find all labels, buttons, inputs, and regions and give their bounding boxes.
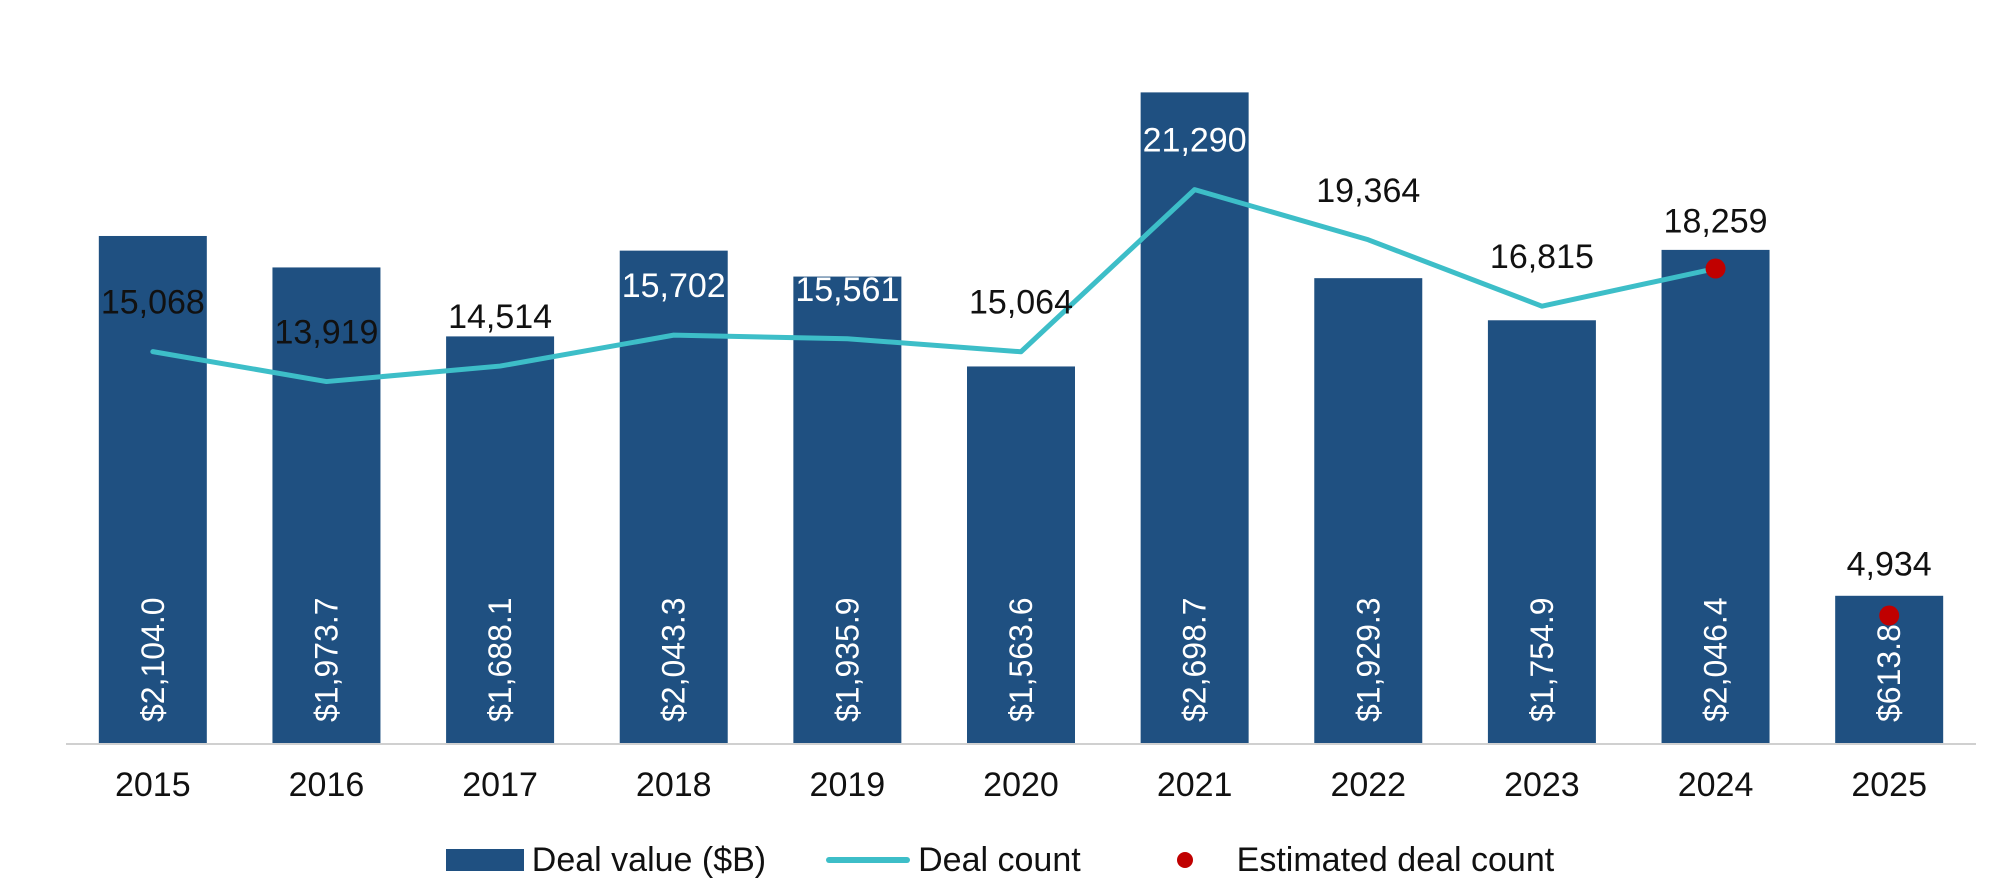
bar-value-label-2021: $2,698.7 [1177,597,1213,722]
bar-2016 [272,267,381,744]
x-tick-label-2016: 2016 [289,766,365,804]
x-tick-label-2017: 2017 [462,766,538,804]
count-label-2021: 21,290 [1143,122,1247,160]
bar-2015 [98,235,207,745]
count-label-2015: 15,068 [101,284,205,322]
bar-2024 [1661,249,1770,744]
count-label-2017: 14,514 [448,298,552,336]
bar-2020 [967,366,1075,744]
estimated-dot-2025 [1879,605,1900,626]
labels-group: $2,104.0 2015 $1,973.7 2016 $1,688.1 2017 $2,0… [101,122,1932,804]
bar-value-label-2020: $1,563.6 [1003,597,1039,722]
x-tick-label-2025: 2025 [1851,766,1927,804]
count-label-2023: 16,815 [1490,238,1594,276]
bar-value-label-2019: $1,935.9 [829,597,865,722]
bar-value-label-2015: $2,104.0 [135,597,171,722]
bar-value-label-2018: $2,043.3 [656,597,692,722]
deal-count-line [150,187,1719,385]
x-tick-label-2020: 2020 [983,766,1059,804]
legend-label-deal-count: Deal count [918,840,1081,879]
bar-2019 [793,276,902,744]
bar-2023 [1487,320,1596,744]
bar-value-label-2024: $2,046.4 [1698,597,1734,722]
estimated-dots-group [1705,258,1900,626]
x-tick-label-2022: 2022 [1330,766,1406,804]
legend-label-deal-value: Deal value ($B) [531,840,767,879]
bar-value-label-2016: $1,973.7 [308,597,344,722]
bar-value-label-2022: $1,929.3 [1350,597,1386,722]
count-label-2019: 15,561 [795,271,899,309]
bars-group [98,92,1944,745]
x-tick-label-2018: 2018 [636,766,712,804]
legend-label-estimated-deal-count: Estimated deal count [1236,840,1555,879]
count-label-2022: 19,364 [1316,172,1420,210]
legend-line-swatch-icon [826,857,911,863]
x-tick-label-2024: 2024 [1678,766,1754,804]
legend: Deal value ($B) Deal count Estimated dea… [0,838,2000,882]
legend-item-estimated-deal-count: Estimated deal count [1141,840,1555,880]
count-label-2025: 4,934 [1847,546,1932,584]
bar-2022 [1314,278,1423,744]
x-tick-label-2015: 2015 [115,766,191,804]
estimated-dot-2024 [1705,258,1726,279]
count-label-2016: 13,919 [274,314,378,352]
x-tick-label-2019: 2019 [810,766,886,804]
count-label-2018: 15,702 [622,267,726,305]
legend-item-deal-count: Deal count [826,841,1081,880]
count-label-2020: 15,064 [969,284,1073,322]
legend-item-deal-value: Deal value ($B) [445,840,767,880]
bar-value-label-2023: $1,754.9 [1524,597,1560,722]
deal-count-line-group [150,187,1719,385]
count-label-2024: 18,259 [1664,203,1768,241]
legend-bar-swatch-icon [445,849,524,871]
legend-dot-swatch-icon [1176,852,1193,868]
x-tick-label-2021: 2021 [1157,766,1233,804]
bar-value-label-2025: $613.8 [1871,624,1907,722]
x-tick-label-2023: 2023 [1504,766,1580,804]
bar-value-label-2017: $1,688.1 [482,597,518,722]
bar-2017 [446,336,555,744]
